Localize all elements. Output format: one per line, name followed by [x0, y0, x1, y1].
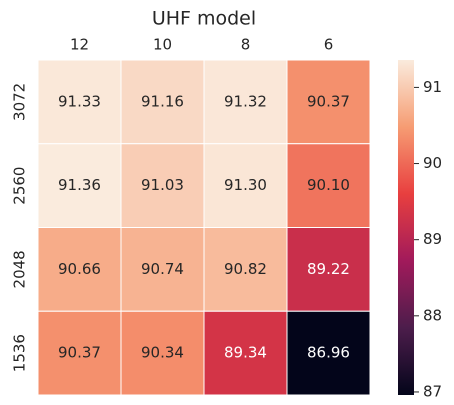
- cell-label: 91.16: [141, 92, 184, 110]
- x-tick-label: 6: [324, 36, 334, 54]
- cell-label: 91.03: [141, 176, 184, 194]
- axis-title: UHF model: [152, 8, 256, 30]
- colorbar: [398, 60, 414, 395]
- cell-label: 90.66: [58, 260, 101, 278]
- cell-label: 91.36: [58, 176, 101, 194]
- cell-label: 90.10: [307, 176, 350, 194]
- y-tick-label: 2560: [11, 167, 29, 205]
- cell: [286, 227, 371, 312]
- colorbar-tick-label: 89: [423, 230, 442, 248]
- cell-label: 90.37: [58, 344, 101, 362]
- cell: [120, 227, 205, 312]
- cell-label: 86.96: [307, 344, 350, 362]
- cell: [120, 310, 205, 396]
- colorbar-tick-label: 87: [423, 382, 442, 400]
- colorbar-tick-label: 90: [423, 154, 442, 172]
- cell: [120, 143, 205, 228]
- cell: [120, 59, 205, 145]
- x-tick-label: 10: [153, 36, 172, 54]
- cell: [37, 59, 122, 145]
- cell-label: 89.22: [307, 260, 350, 278]
- y-tick-label: 1536: [11, 334, 29, 372]
- cell: [37, 143, 122, 228]
- colorbar-tick-label: 91: [423, 78, 442, 96]
- colorbar-tick-label: 88: [423, 306, 442, 324]
- y-tick-label: 3072: [11, 83, 29, 121]
- cell: [286, 143, 371, 228]
- cell-label: 90.37: [307, 92, 350, 110]
- cell-label: 91.33: [58, 92, 101, 110]
- cell-label: 90.34: [141, 344, 184, 362]
- cell: [286, 59, 371, 145]
- cell-label: 91.30: [224, 176, 267, 194]
- cell: [203, 59, 288, 145]
- cell-label: 90.74: [141, 260, 184, 278]
- x-tick-label: 12: [70, 36, 89, 54]
- cell-label: 89.34: [224, 344, 267, 362]
- cell: [37, 310, 122, 396]
- cell-label: 91.32: [224, 92, 267, 110]
- cell: [286, 310, 371, 396]
- y-tick-label: 2048: [11, 250, 29, 288]
- cell-label: 90.82: [224, 260, 267, 278]
- x-tick-label: 8: [241, 36, 251, 54]
